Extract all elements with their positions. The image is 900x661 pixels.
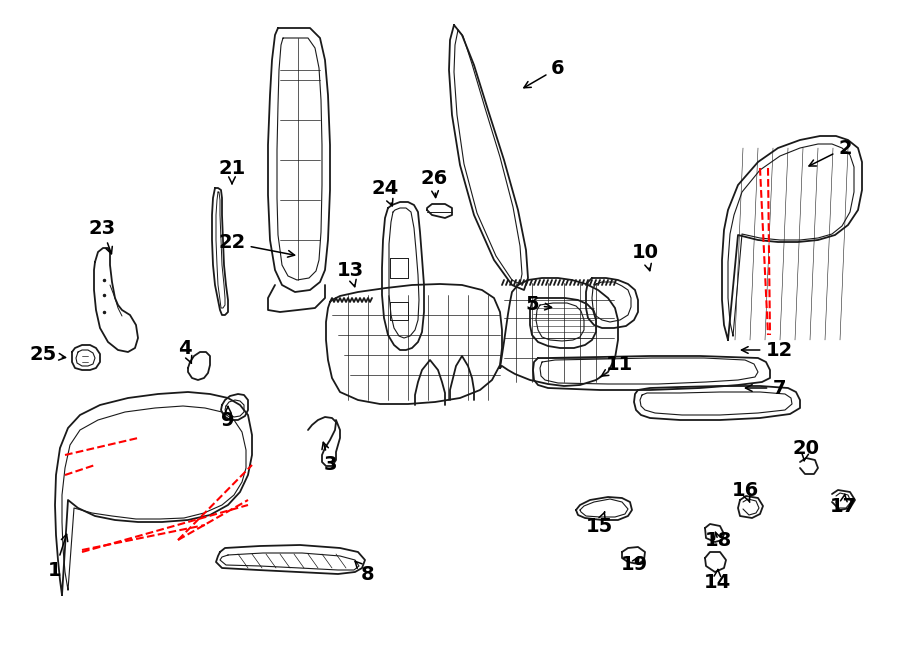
Text: 7: 7 xyxy=(745,379,786,397)
Text: 25: 25 xyxy=(30,346,66,364)
Text: 11: 11 xyxy=(600,356,633,377)
Text: 21: 21 xyxy=(219,159,246,184)
Text: 13: 13 xyxy=(337,260,364,287)
Text: 9: 9 xyxy=(221,407,235,430)
Text: 15: 15 xyxy=(585,512,613,537)
Text: 18: 18 xyxy=(705,531,732,549)
Text: 10: 10 xyxy=(632,243,659,270)
Text: 6: 6 xyxy=(524,59,565,88)
Text: 3: 3 xyxy=(322,442,337,475)
Text: 16: 16 xyxy=(732,481,759,502)
Text: 24: 24 xyxy=(372,178,399,206)
Text: 23: 23 xyxy=(88,219,115,254)
Text: 4: 4 xyxy=(178,338,192,364)
Text: 20: 20 xyxy=(793,438,820,461)
Text: 8: 8 xyxy=(356,561,374,584)
Text: 5: 5 xyxy=(526,295,552,315)
Text: 12: 12 xyxy=(742,340,793,360)
Text: 17: 17 xyxy=(830,494,857,516)
Text: 22: 22 xyxy=(219,233,294,257)
Text: 2: 2 xyxy=(809,139,851,166)
Text: 26: 26 xyxy=(420,169,447,198)
Text: 19: 19 xyxy=(620,555,648,574)
Text: 14: 14 xyxy=(704,569,731,592)
Text: 1: 1 xyxy=(49,534,68,580)
